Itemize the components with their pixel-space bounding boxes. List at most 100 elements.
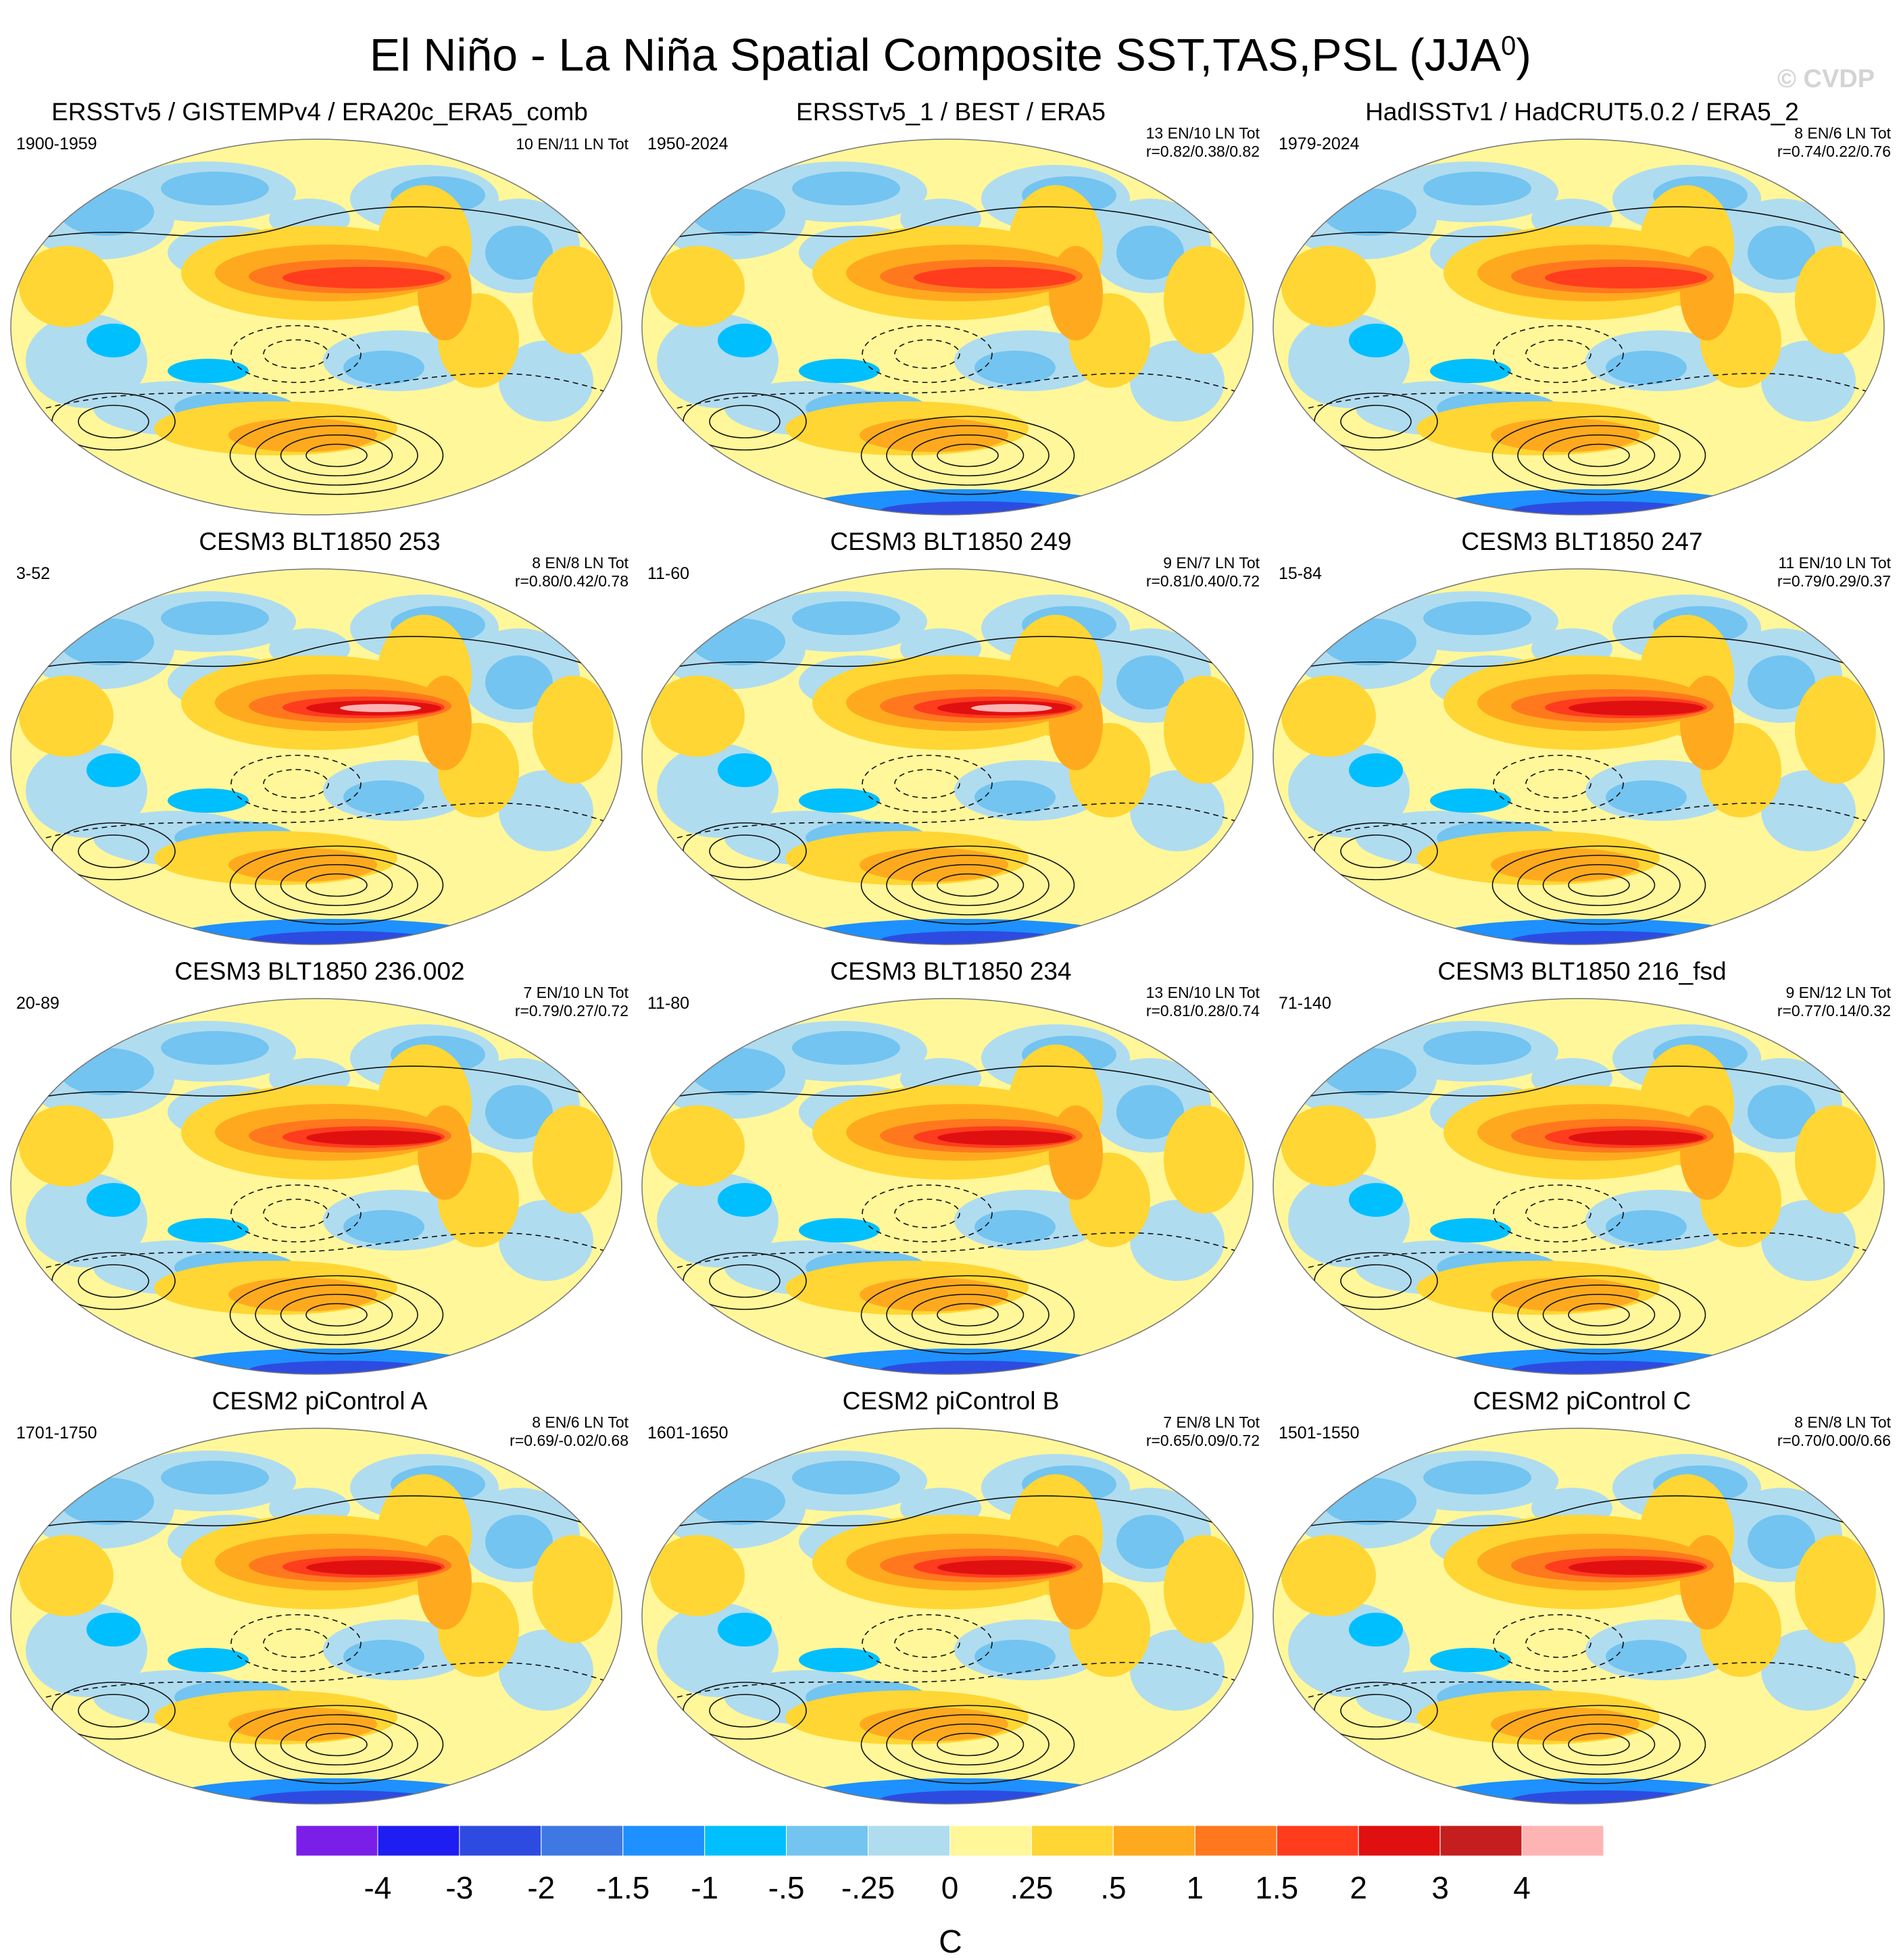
panel-years: 1900-1959 <box>16 134 97 153</box>
panel-stats: 8 EN/8 LN Tot r=0.80/0.42/0.78 <box>515 554 628 590</box>
panel-stats: 8 EN/8 LN Tot r=0.70/0.00/0.66 <box>1777 1413 1891 1450</box>
map-panel: CESM3 BLT1850 249 11-60 9 EN/7 LN Tot r=0.8… <box>637 527 1265 953</box>
pattern-correlation: r=0.80/0.42/0.78 <box>514 572 628 590</box>
event-counts: 8 EN/8 LN Tot <box>1794 1413 1891 1431</box>
sst-anomaly-field <box>1273 1428 1884 1804</box>
colorbar-swatch <box>622 1825 706 1857</box>
psl-contours <box>1294 206 1877 495</box>
panel-years: 71-140 <box>1279 994 1331 1013</box>
panel-title: CESM3 BLT1850 216_fsd <box>1437 957 1727 985</box>
colorbar-swatch <box>704 1825 787 1857</box>
colorbar-tick-label: 3 <box>1431 1870 1449 1905</box>
event-counts: 8 EN/6 LN Tot <box>532 1413 628 1431</box>
sst-anomaly-field <box>11 999 622 1374</box>
map-panel: CESM3 BLT1850 216_fsd 71-140 9 EN/12 LN To… <box>1268 957 1896 1382</box>
pattern-correlation: r=0.81/0.28/0.74 <box>1145 1002 1260 1020</box>
pattern-correlation: r=0.79/0.27/0.72 <box>514 1002 628 1020</box>
map-panel: CESM2 piControl B 1601-1650 7 EN/8 LN Tot r… <box>637 1386 1265 1812</box>
panel-stats: 10 EN/11 LN Tot <box>516 135 628 153</box>
psl-contours <box>32 206 614 495</box>
colorbar-tick-label: -3 <box>445 1870 473 1905</box>
sst-anomaly-field <box>1273 139 1884 515</box>
colorbar-unit: C <box>939 1924 962 1960</box>
map-panel: CESM3 BLT1850 236.002 20-89 7 EN/10 LN Tot… <box>5 957 634 1382</box>
colorbar-tick-label: -4 <box>364 1870 391 1905</box>
map-panel: CESM3 BLT1850 253 3-52 8 EN/8 LN Tot r=0.80… <box>5 527 634 953</box>
map-plot <box>641 139 1254 516</box>
panel-years: 20-89 <box>16 994 59 1013</box>
panel-stats: 9 EN/12 LN Tot r=0.77/0.14/0.32 <box>1777 984 1891 1020</box>
sst-anomaly-field <box>642 569 1253 945</box>
panel-title: CESM2 piControl B <box>842 1387 1060 1415</box>
panel-title: CESM3 BLT1850 247 <box>1461 528 1703 555</box>
colorbar-swatch <box>459 1825 542 1857</box>
map-plot <box>641 568 1254 945</box>
colorbar-swatch <box>868 1825 950 1857</box>
panel-title: CESM3 BLT1850 253 <box>199 528 441 555</box>
colorbar-swatch <box>1358 1825 1441 1857</box>
panel-title: CESM3 BLT1850 236.002 <box>174 957 465 985</box>
sst-anomaly-field <box>642 1428 1253 1804</box>
psl-contours <box>663 1495 1245 1784</box>
event-counts: 13 EN/10 LN Tot <box>1145 984 1260 1001</box>
colorbar-tick-label: -2 <box>527 1870 555 1905</box>
colorbar: -4 -3 -2 -1.5 -1 -.5 -.25 0 .25 .5 1 1.5 2 3 4 <box>295 1825 1604 1905</box>
event-counts: 8 EN/8 LN Tot <box>532 554 628 572</box>
event-counts: 10 EN/11 LN Tot <box>516 135 628 153</box>
psl-contours <box>1294 1065 1877 1355</box>
event-counts: 9 EN/12 LN Tot <box>1785 984 1891 1001</box>
colorbar-tick-label: 4 <box>1513 1870 1531 1905</box>
colorbar-tick-label: -1.5 <box>596 1870 649 1905</box>
panel-stats: 9 EN/7 LN Tot r=0.81/0.40/0.72 <box>1146 554 1260 590</box>
event-counts: 13 EN/10 LN Tot <box>1145 124 1260 142</box>
map-plot <box>10 998 622 1375</box>
colorbar-tick-label: 2 <box>1350 1870 1367 1905</box>
panel-stats: 8 EN/6 LN Tot r=0.74/0.22/0.76 <box>1777 124 1891 161</box>
pattern-correlation: r=0.70/0.00/0.66 <box>1777 1432 1891 1449</box>
map-plot <box>1273 139 1885 516</box>
colorbar-swatch <box>786 1825 869 1857</box>
panel-title: CESM3 BLT1850 234 <box>830 957 1072 985</box>
map-panel: CESM3 BLT1850 247 15-84 11 EN/10 LN Tot r=0… <box>1268 527 1896 953</box>
colorbar-swatch <box>1521 1825 1604 1857</box>
watermark: © CVDP <box>1777 65 1875 93</box>
map-panel: CESM3 BLT1850 234 11-80 13 EN/10 LN Tot r=0… <box>637 957 1265 1382</box>
colorbar-tick-label: -.25 <box>841 1870 895 1905</box>
sst-anomaly-field <box>1273 999 1884 1374</box>
pattern-correlation: r=0.65/0.09/0.72 <box>1145 1432 1260 1449</box>
panel-title: CESM2 piControl C <box>1473 1387 1692 1415</box>
event-counts: 11 EN/10 LN Tot <box>1778 554 1891 572</box>
panel-years: 11-60 <box>647 564 690 583</box>
map-plot <box>1273 998 1885 1375</box>
panel-years: 1950-2024 <box>647 134 729 153</box>
map-panel: CESM2 piControl A 1701-1750 8 EN/6 LN Tot r… <box>5 1386 634 1812</box>
map-plot <box>10 139 622 516</box>
colorbar-tick-label: 0 <box>941 1870 959 1905</box>
pattern-correlation: r=0.77/0.14/0.32 <box>1777 1002 1891 1020</box>
colorbar-swatch <box>949 1825 1032 1857</box>
psl-contours <box>1294 636 1877 925</box>
pattern-correlation: r=0.74/0.22/0.76 <box>1777 143 1891 160</box>
colorbar-tick-label: -1 <box>691 1870 718 1905</box>
map-panel: ERSSTv5_1 / BEST / ERA5 1950-2024 13 EN/10… <box>637 97 1265 523</box>
sst-anomaly-field <box>642 999 1253 1374</box>
colorbar-swatch <box>1112 1825 1195 1857</box>
panel-stats: 13 EN/10 LN Tot r=0.81/0.28/0.74 <box>1146 984 1260 1020</box>
sst-anomaly-field <box>11 569 622 945</box>
main-title: El Niño - La Niña Spatial Composite SST,… <box>369 29 1532 81</box>
panel-stats: 7 EN/8 LN Tot r=0.65/0.09/0.72 <box>1146 1413 1260 1450</box>
map-plot <box>641 1428 1254 1805</box>
pattern-correlation: r=0.81/0.40/0.72 <box>1145 572 1260 590</box>
pattern-correlation: r=0.82/0.38/0.82 <box>1145 143 1260 160</box>
pattern-correlation: r=0.69/-0.02/0.68 <box>510 1432 628 1449</box>
panel-title: CESM3 BLT1850 249 <box>830 528 1072 555</box>
event-counts: 7 EN/8 LN Tot <box>1163 1413 1260 1431</box>
panel-years: 1701-1750 <box>16 1424 97 1442</box>
map-plot <box>641 998 1254 1375</box>
event-counts: 9 EN/7 LN Tot <box>1163 554 1260 572</box>
psl-contours <box>663 636 1245 925</box>
colorbar-swatch <box>1194 1825 1277 1857</box>
psl-contours <box>32 636 614 925</box>
colorbar-swatch <box>377 1825 460 1857</box>
sst-anomaly-field <box>642 139 1253 515</box>
